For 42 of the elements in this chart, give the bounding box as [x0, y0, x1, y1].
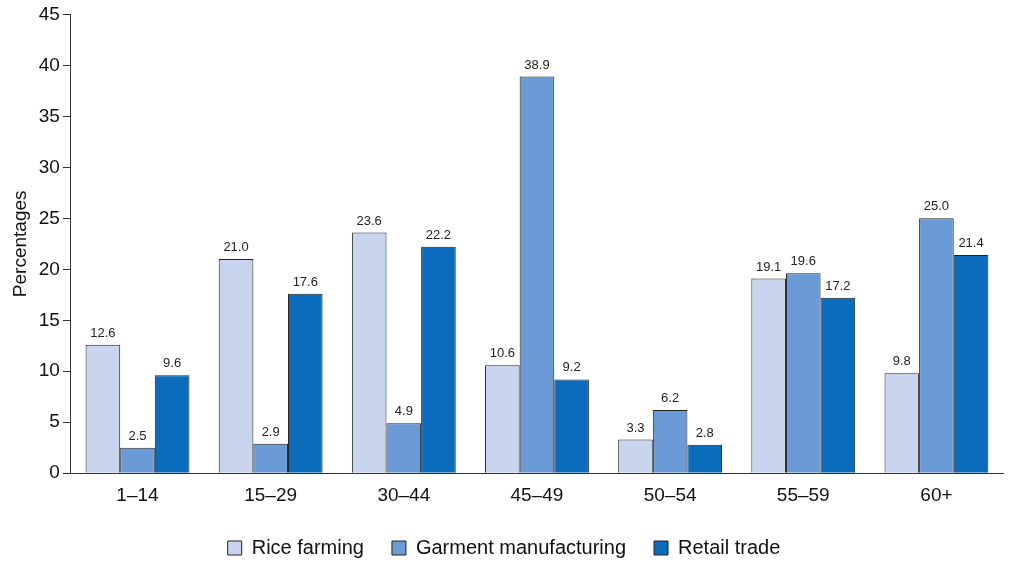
- y-tick-label: 30: [38, 155, 60, 177]
- legend-label: Garment manufacturing: [415, 535, 627, 558]
- data-label: 2.9: [261, 423, 280, 439]
- data-label: 3.3: [626, 419, 645, 435]
- y-tick-label: 0: [49, 461, 60, 483]
- y-tick-label: 20: [38, 257, 60, 279]
- data-label: 9.6: [163, 355, 182, 371]
- data-label: 21.0: [223, 239, 249, 255]
- x-tick-label: 45–49: [510, 483, 564, 505]
- x-tick-label: 30–44: [377, 483, 431, 505]
- data-label: 2.8: [695, 424, 714, 440]
- x-tick-label: 55–59: [776, 483, 830, 505]
- data-label: 21.4: [958, 235, 984, 251]
- y-tick-label: 40: [38, 53, 60, 75]
- y-tick-label: 45: [38, 2, 60, 24]
- y-tick-label: 35: [38, 104, 60, 126]
- data-label: 9.8: [892, 353, 911, 369]
- data-label: 25.0: [923, 198, 950, 214]
- x-tick-label: 60+: [920, 483, 953, 505]
- data-label: 6.2: [661, 390, 680, 406]
- data-label: 2.5: [128, 427, 147, 443]
- data-label: 17.2: [825, 277, 851, 293]
- legend-label: Retail trade: [678, 535, 781, 558]
- x-tick-label: 1–14: [116, 483, 160, 505]
- data-label: 17.6: [292, 273, 318, 289]
- x-tick-label: 15–29: [244, 483, 298, 505]
- y-tick-label: 10: [38, 359, 60, 381]
- y-tick-label: 5: [49, 410, 60, 432]
- y-tick-label: 15: [38, 308, 60, 330]
- legend-label: Rice farming: [251, 535, 364, 558]
- data-label: 4.9: [394, 403, 413, 419]
- data-label: 38.9: [524, 56, 550, 72]
- data-label: 19.6: [790, 253, 816, 269]
- data-label: 12.6: [90, 324, 116, 340]
- data-label: 9.2: [562, 359, 581, 375]
- x-tick-label: 50–54: [643, 483, 697, 505]
- data-label: 22.2: [425, 226, 452, 242]
- y-tick-label: 25: [38, 206, 60, 228]
- data-label: 23.6: [356, 212, 382, 228]
- y-axis-title: Percentages: [8, 190, 30, 298]
- data-label: 19.1: [756, 258, 782, 274]
- data-label: 10.6: [489, 345, 515, 361]
